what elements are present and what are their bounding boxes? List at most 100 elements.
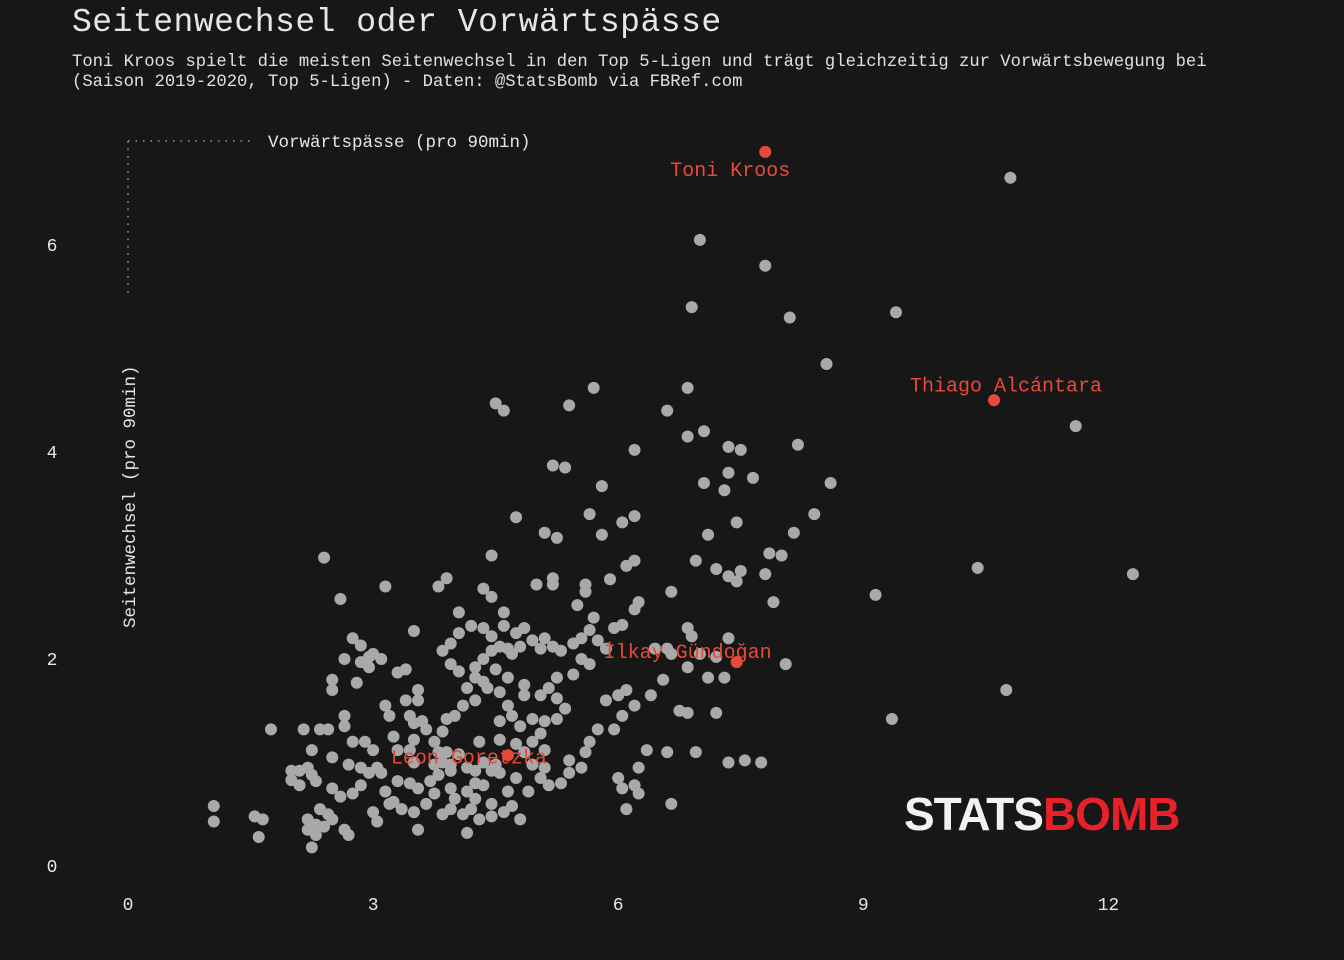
x-tick-label: 0 xyxy=(123,896,134,916)
data-point xyxy=(285,764,298,777)
data-point xyxy=(661,404,674,417)
data-point xyxy=(444,637,457,650)
data-point xyxy=(583,624,596,637)
data-point xyxy=(477,779,490,792)
data-point xyxy=(485,630,498,643)
data-point xyxy=(334,592,347,605)
data-point xyxy=(399,663,412,676)
data-point xyxy=(305,841,318,854)
data-point xyxy=(689,554,702,567)
data-point xyxy=(293,779,306,792)
data-point xyxy=(518,689,531,702)
data-point xyxy=(436,644,449,657)
highlight-label: Leon Goretzka xyxy=(391,747,547,770)
data-point xyxy=(346,632,359,645)
data-point xyxy=(971,561,984,574)
data-point xyxy=(354,639,367,652)
data-point xyxy=(452,748,465,761)
data-point xyxy=(697,425,710,438)
data-point xyxy=(432,746,445,759)
data-point xyxy=(477,621,490,634)
data-point xyxy=(469,694,482,707)
data-point xyxy=(1004,171,1017,184)
data-point xyxy=(779,658,792,671)
data-point xyxy=(526,634,539,647)
data-point xyxy=(477,756,490,769)
data-point xyxy=(661,642,674,655)
data-point xyxy=(497,404,510,417)
data-point xyxy=(207,815,220,828)
data-point xyxy=(326,684,339,697)
data-point xyxy=(718,484,731,497)
data-point xyxy=(563,754,576,767)
data-point xyxy=(514,640,527,653)
data-point xyxy=(722,632,735,645)
data-point xyxy=(485,590,498,603)
data-point xyxy=(534,642,547,655)
data-point xyxy=(599,642,612,655)
data-point xyxy=(473,735,486,748)
data-point xyxy=(604,573,617,586)
data-point xyxy=(436,725,449,738)
data-point xyxy=(424,775,437,788)
data-point xyxy=(501,671,514,684)
data-point xyxy=(264,723,277,736)
data-point xyxy=(697,477,710,490)
data-point xyxy=(514,813,527,826)
data-point xyxy=(256,813,269,826)
data-point xyxy=(338,653,351,665)
data-point xyxy=(579,746,592,759)
data-point xyxy=(538,715,551,728)
data-point xyxy=(534,727,547,740)
data-point xyxy=(583,658,596,671)
data-point xyxy=(595,528,608,541)
data-point xyxy=(767,596,780,609)
x-tick-label: 3 xyxy=(368,896,379,916)
data-point xyxy=(559,461,572,474)
data-point xyxy=(734,443,747,456)
data-point xyxy=(354,779,367,792)
points-layer xyxy=(207,171,1139,854)
data-point xyxy=(510,511,523,524)
data-point xyxy=(693,233,706,246)
data-point xyxy=(620,803,633,816)
data-point xyxy=(318,820,331,833)
data-point xyxy=(489,397,502,410)
data-point xyxy=(505,799,518,812)
data-point xyxy=(379,580,392,593)
data-point xyxy=(399,694,412,707)
data-point xyxy=(403,744,416,757)
data-point xyxy=(791,438,804,451)
y-tick-label: 4 xyxy=(47,444,58,464)
data-point xyxy=(497,619,510,632)
subtitle-line-1: Toni Kroos spielt die meisten Seitenwech… xyxy=(72,53,1207,72)
data-point xyxy=(546,459,559,472)
data-point xyxy=(640,744,653,757)
data-point xyxy=(702,671,715,684)
data-point xyxy=(550,531,563,544)
data-point xyxy=(518,746,531,759)
chart-subtitle: Toni Kroos spielt die meisten Seitenwech… xyxy=(72,53,1207,93)
data-point xyxy=(497,606,510,619)
data-point xyxy=(395,803,408,816)
data-point xyxy=(407,625,420,638)
data-point xyxy=(534,689,547,702)
data-point xyxy=(493,733,506,746)
data-point xyxy=(689,746,702,759)
data-point xyxy=(354,761,367,774)
data-point xyxy=(702,528,715,541)
data-point xyxy=(550,713,563,726)
data-point xyxy=(501,785,514,798)
data-point xyxy=(452,665,465,678)
data-point xyxy=(379,785,392,798)
data-point xyxy=(559,702,572,715)
data-point xyxy=(407,756,420,769)
data-point xyxy=(526,735,539,748)
data-point xyxy=(775,549,788,562)
data-point xyxy=(685,630,698,643)
data-point xyxy=(628,699,641,712)
data-point xyxy=(309,828,322,841)
data-point xyxy=(710,706,723,719)
logo-part-bomb: BOMB xyxy=(1042,788,1181,840)
